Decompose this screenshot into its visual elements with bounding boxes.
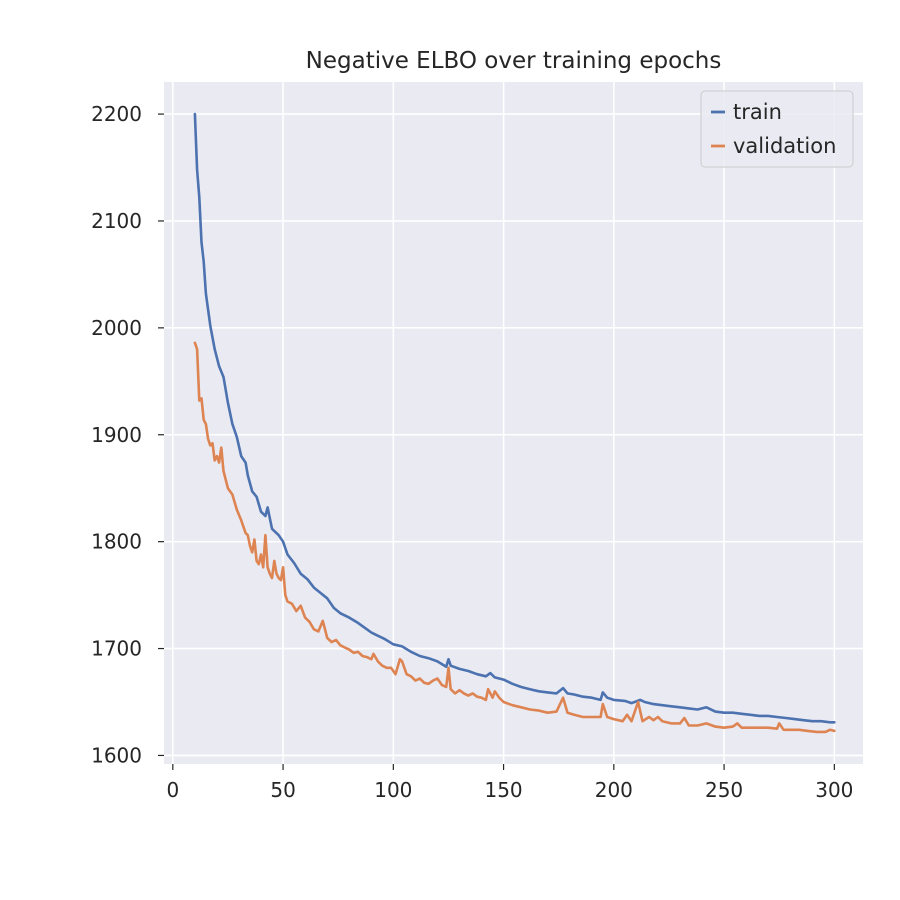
series-line-train: [193, 112, 836, 724]
y-tick-label: 1800: [91, 530, 142, 554]
y-tick-label: 2100: [91, 209, 142, 233]
legend: train validation: [700, 90, 854, 168]
legend-box: [700, 90, 854, 168]
y-tick-label: 1600: [91, 743, 142, 767]
plot-background: [164, 82, 863, 764]
series-line-validation: [193, 341, 836, 734]
x-tick-label: 150: [484, 778, 522, 802]
series-lines: [193, 112, 836, 734]
chart-title: Negative ELBO over training epochs: [306, 48, 722, 74]
x-tick-label: 250: [705, 778, 743, 802]
x-tick-label: 300: [815, 778, 853, 802]
y-tick-label: 1900: [91, 423, 142, 447]
legend-label-validation: validation: [733, 134, 836, 158]
x-tick-label: 200: [595, 778, 633, 802]
y-tick-label: 2000: [91, 316, 142, 340]
legend-label-train: train: [733, 100, 782, 124]
x-tick-label: 50: [270, 778, 295, 802]
y-tick-label: 2200: [91, 102, 142, 126]
x-tick-label: 100: [374, 778, 412, 802]
y-tick-label: 1700: [91, 637, 142, 661]
tick-labels: 0 50 100 150 200 250 300 1600 1700 1800 1900 2000 21…: [91, 102, 853, 802]
x-tick-label: 0: [166, 778, 179, 802]
